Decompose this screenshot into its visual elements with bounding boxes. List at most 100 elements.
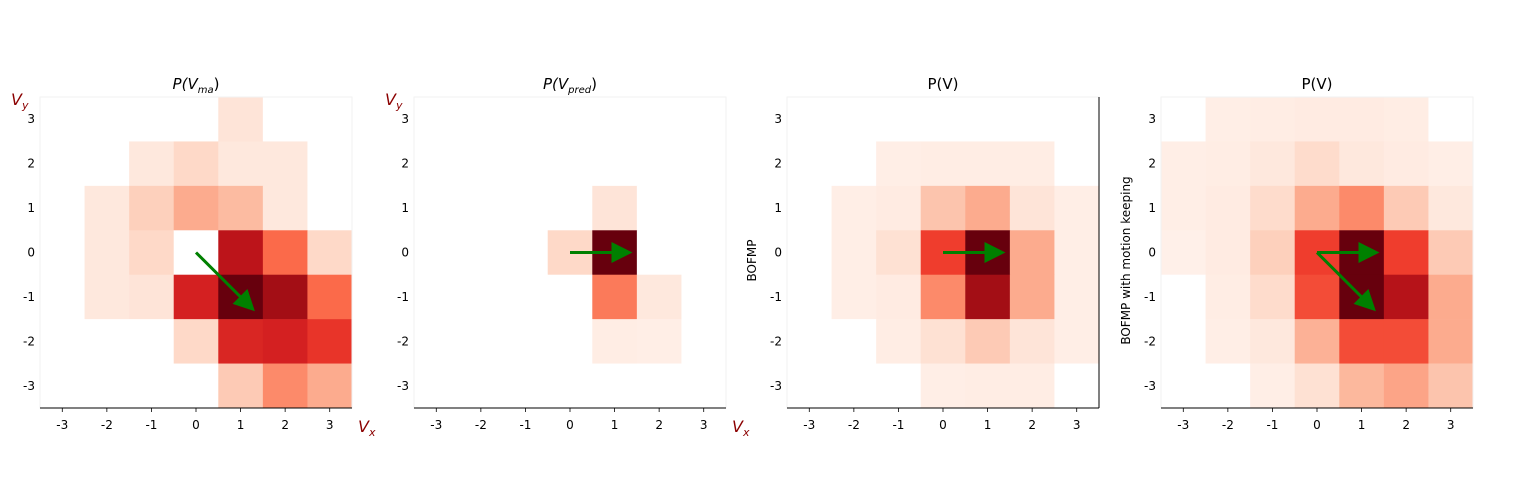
x-tick-label: 0 [192, 418, 200, 432]
y-tick-label: -2 [770, 334, 782, 348]
heatmap-cell [547, 185, 593, 231]
heatmap-cell [920, 97, 966, 142]
y-tick-label: -3 [23, 379, 35, 393]
heatmap-cell [1383, 319, 1429, 364]
heatmap-cell [307, 230, 353, 276]
x-tick-label: 1 [237, 418, 245, 432]
heatmap-cell [636, 363, 682, 409]
heatmap-cell [218, 319, 264, 364]
heatmap-cell [1054, 141, 1100, 187]
heatmap-cell [307, 319, 353, 364]
heatmap-cell [592, 97, 638, 142]
x-tick-label: -3 [430, 418, 442, 432]
y-tick-label: -1 [397, 290, 409, 304]
heatmap-cell [1294, 185, 1340, 231]
x-tick-label: -3 [56, 418, 68, 432]
heatmap-cell [414, 230, 459, 276]
heatmap-cell [1205, 319, 1251, 364]
motion-arrow [1315, 251, 1376, 312]
y-tick-label: 2 [774, 157, 782, 171]
heatmap-cell [1428, 319, 1474, 364]
heatmap-cell [1250, 185, 1296, 231]
heatmap-cell [1161, 363, 1206, 409]
y-tick-label: 3 [27, 112, 35, 126]
chart-title: P(V) [927, 75, 958, 93]
heatmap-cell [1383, 185, 1429, 231]
motion-arrow [194, 251, 255, 312]
heatmap-cell [547, 274, 593, 320]
heatmap-cell [129, 319, 175, 364]
heatmap-cell [84, 97, 130, 142]
heatmap-cell [129, 274, 175, 320]
heatmap-cell [503, 230, 549, 276]
heatmap-cell [414, 185, 459, 231]
y-tick-label: 2 [1148, 157, 1156, 171]
heatmap-cell [787, 363, 832, 409]
method-label: BOFMP [745, 240, 759, 282]
x-tick-label: -1 [892, 418, 904, 432]
heatmap-cell [831, 319, 877, 364]
heatmap-cell [40, 141, 85, 187]
heatmap-cell [262, 141, 308, 187]
y-tick-label: -2 [1144, 334, 1156, 348]
y-tick-label: -3 [397, 379, 409, 393]
y-tick-label: -1 [23, 290, 35, 304]
heatmap-cell [40, 97, 85, 142]
heatmap-cell [262, 274, 308, 320]
heatmap-cell [681, 185, 727, 231]
heatmap-cell [262, 319, 308, 364]
y-tick-label: 1 [1148, 201, 1156, 215]
y-tick-label: 0 [1148, 246, 1156, 260]
heatmap-cell [173, 363, 219, 409]
heatmap-cell [458, 185, 504, 231]
heatmap-cell [787, 185, 832, 231]
y-tick-label: -3 [1144, 379, 1156, 393]
heatmap-cell [920, 319, 966, 364]
heatmap-cell [547, 141, 593, 187]
heatmap-cell [1205, 97, 1251, 142]
x-tick-label: 0 [1313, 418, 1321, 432]
heatmap-cell [831, 230, 877, 276]
y-tick-label: 0 [401, 246, 409, 260]
heatmap-cell [876, 185, 922, 231]
y-tick-label: 3 [401, 112, 409, 126]
x-tick-label: 1 [1358, 418, 1366, 432]
heatmap-cell [458, 230, 504, 276]
heatmap-cell [129, 141, 175, 187]
heatmap-cell [876, 141, 922, 187]
heatmap-cell [1250, 363, 1296, 409]
y-tick-label: 0 [27, 246, 35, 260]
heatmap-cell [876, 319, 922, 364]
heatmap-cell [787, 97, 832, 142]
heatmap-cell [1383, 97, 1429, 142]
chart-title: P(V) [1301, 75, 1332, 93]
heatmap-cell [1054, 185, 1100, 231]
x-tick-label: -1 [1266, 418, 1278, 432]
heatmap-cell [1339, 319, 1385, 364]
heatmap-cell [1009, 274, 1055, 320]
heatmap-cell [1054, 274, 1100, 320]
heatmap-cell [414, 319, 459, 364]
heatmap-cell [681, 363, 727, 409]
x-tick-label: -1 [519, 418, 531, 432]
heatmap-cell [547, 97, 593, 142]
heatmap-cell [1294, 97, 1340, 142]
x-tick-label: 3 [326, 418, 334, 432]
heatmap-cell [262, 97, 308, 142]
heatmap-cell [636, 185, 682, 231]
heatmap-cell [636, 274, 682, 320]
x-axis-label: Vx [732, 417, 750, 439]
heatmap-cell [414, 274, 459, 320]
heatmap-cell [307, 274, 353, 320]
heatmap-cell [40, 274, 85, 320]
heatmap-cell [831, 363, 877, 409]
heatmap-cell [1161, 185, 1206, 231]
heatmap-cell [592, 363, 638, 409]
heatmap-cell [1383, 141, 1429, 187]
heatmap-cell [1428, 97, 1474, 142]
heatmap-cell [1428, 274, 1474, 320]
heatmap-cell [40, 230, 85, 276]
heatmap-cell [1009, 230, 1055, 276]
heatmap-cell [1161, 274, 1206, 320]
y-tick-label: -1 [1144, 290, 1156, 304]
